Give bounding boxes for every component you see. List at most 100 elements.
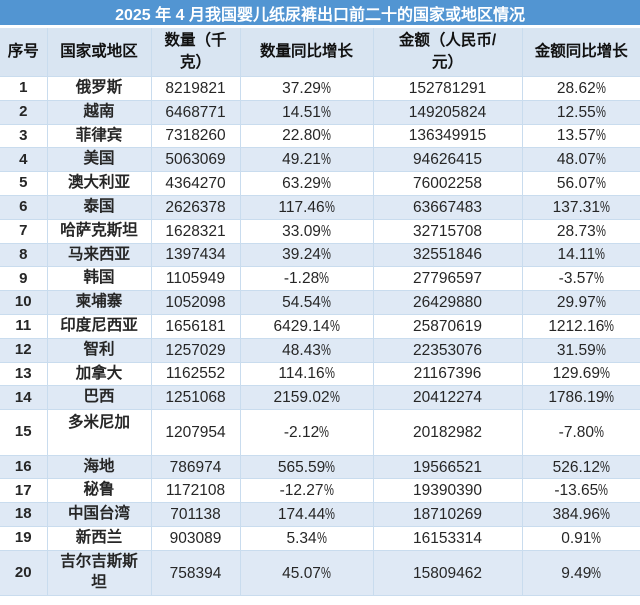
country-cell: 秘鲁 (46, 478, 152, 504)
quantity-cell: 1105949 (150, 266, 241, 292)
rank-cell: 6 (0, 194, 48, 220)
rank-cell: 14 (0, 385, 48, 411)
amount-cell: 32715708 (372, 218, 523, 244)
quantity-growth-cell: 63.29% (239, 171, 374, 196)
quantity-cell: 1172108 (150, 478, 241, 504)
table-row: 13 加拿大 1162552 114.16% 21167396 129.69% (0, 361, 640, 387)
quantity-cell: 1257029 (150, 337, 241, 363)
amount-cell: 94626415 (372, 147, 523, 173)
quantity-growth-cell: 117.46% (239, 194, 374, 220)
country-cell: 菲律宾 (46, 123, 152, 149)
table-row: 12 智利 1257029 48.43% 22353076 31.59% (0, 337, 640, 363)
amount-growth-cell: -13.65% (521, 478, 640, 504)
amount-cell: 19390390 (372, 478, 523, 504)
quantity-cell: 701138 (150, 502, 241, 528)
rank-cell: 18 (0, 502, 48, 528)
amount-growth-cell: 1786.19% (521, 385, 640, 411)
quantity-growth-cell: 174.44% (239, 502, 374, 528)
table-row: 2 越南 6468771 14.51% 149205824 12.55% (0, 99, 640, 125)
amount-growth-cell: 0.91% (521, 526, 640, 551)
amount-cell: 27796597 (372, 266, 523, 292)
quantity-growth-cell: 2159.02% (239, 385, 374, 411)
country-cell: 俄罗斯 (46, 76, 152, 101)
amount-growth-cell: 28.62% (521, 76, 640, 101)
quantity-cell: 758394 (150, 549, 241, 597)
quantity-cell: 1251068 (150, 385, 241, 411)
country-cell: 越南 (46, 99, 152, 125)
rank-cell: 9 (0, 266, 48, 292)
rank-cell: 3 (0, 123, 48, 149)
quantity-growth-cell: 45.07% (239, 549, 374, 597)
country-cell: 哈萨克斯坦 (46, 218, 152, 244)
table-row: 11 印度尼西亚 1656181 6429.14% 25870619 1212.16% (0, 313, 640, 339)
amount-cell: 20412274 (372, 385, 523, 411)
amount-growth-cell: 12.55% (521, 99, 640, 125)
amount-growth-cell: 48.07% (521, 147, 640, 173)
rank-cell: 7 (0, 218, 48, 244)
country-cell: 马来西亚 (46, 242, 152, 268)
amount-cell: 18710269 (372, 502, 523, 528)
rank-cell: 11 (0, 313, 48, 339)
table-row: 8 马来西亚 1397434 39.24% 32551846 14.11% (0, 242, 640, 268)
amount-growth-cell: 526.12% (521, 454, 640, 480)
header-amount: 金额（人民币/ 元） (372, 26, 523, 77)
amount-cell: 19566521 (372, 454, 523, 480)
table-row: 19 新西兰 903089 5.34% 16153314 0.91% (0, 526, 640, 551)
amount-cell: 32551846 (372, 242, 523, 268)
amount-cell: 25870619 (372, 313, 523, 339)
quantity-growth-cell: 49.21% (239, 147, 374, 173)
amount-cell: 20182982 (372, 409, 523, 456)
amount-growth-cell: 1212.16% (521, 313, 640, 339)
amount-cell: 76002258 (372, 171, 523, 196)
amount-cell: 22353076 (372, 337, 523, 363)
quantity-growth-cell: 5.34% (239, 526, 374, 551)
table-title-row: 2025 年 4 月我国婴儿纸尿裤出口前二十的国家或地区情况 (0, 0, 640, 28)
rank-cell: 20 (0, 549, 48, 597)
table-row: 10 柬埔寨 1052098 54.54% 26429880 29.97% (0, 290, 640, 315)
table-title: 2025 年 4 月我国婴儿纸尿裤出口前二十的国家或地区情况 (0, 0, 640, 28)
quantity-cell: 4364270 (150, 171, 241, 196)
header-country: 国家或地区 (46, 26, 152, 77)
rank-cell: 1 (0, 76, 48, 101)
amount-growth-cell: 31.59% (521, 337, 640, 363)
rank-cell: 12 (0, 337, 48, 363)
quantity-cell: 1397434 (150, 242, 241, 268)
quantity-growth-cell: 37.29% (239, 76, 374, 101)
country-cell: 柬埔寨 (46, 290, 152, 315)
quantity-cell: 8219821 (150, 76, 241, 101)
country-cell: 巴西 (46, 385, 152, 411)
rank-cell: 4 (0, 147, 48, 173)
country-cell: 印度尼西亚 (46, 313, 152, 339)
quantity-growth-cell: 22.80% (239, 123, 374, 149)
amount-growth-cell: 137.31% (521, 194, 640, 220)
table-row: 6 泰国 2626378 117.46% 63667483 137.31% (0, 194, 640, 220)
amount-growth-cell: -3.57% (521, 266, 640, 292)
amount-growth-cell: 29.97% (521, 290, 640, 315)
amount-growth-cell: 13.57% (521, 123, 640, 149)
country-cell: 多米尼加 (46, 409, 152, 456)
amount-growth-cell: 56.07% (521, 171, 640, 196)
rank-cell: 17 (0, 478, 48, 504)
table-row: 18 中国台湾 701138 174.44% 18710269 384.96% (0, 502, 640, 528)
header-quantity-growth: 数量同比增长 (239, 26, 374, 77)
quantity-cell: 1628321 (150, 218, 241, 244)
amount-cell: 26429880 (372, 290, 523, 315)
country-cell: 韩国 (46, 266, 152, 292)
amount-growth-cell: 28.73% (521, 218, 640, 244)
amount-cell: 15809462 (372, 549, 523, 597)
quantity-growth-cell: 39.24% (239, 242, 374, 268)
header-amount-growth: 金额同比增长 (521, 26, 640, 77)
rank-cell: 15 (0, 409, 48, 456)
quantity-growth-cell: 33.09% (239, 218, 374, 244)
country-cell: 中国台湾 (46, 502, 152, 528)
quantity-cell: 7318260 (150, 123, 241, 149)
quantity-growth-cell: 114.16% (239, 361, 374, 387)
table-header-row: 序号 国家或地区 数量（千 克） 数量同比增长 金额（人民币/ 元） 金额同比增… (0, 26, 640, 77)
country-cell: 海地 (46, 454, 152, 480)
country-cell: 加拿大 (46, 361, 152, 387)
quantity-growth-cell: 14.51% (239, 99, 374, 125)
table-row: 17 秘鲁 1172108 -12.27% 19390390 -13.65% (0, 478, 640, 504)
quantity-cell: 1052098 (150, 290, 241, 315)
quantity-cell: 903089 (150, 526, 241, 551)
